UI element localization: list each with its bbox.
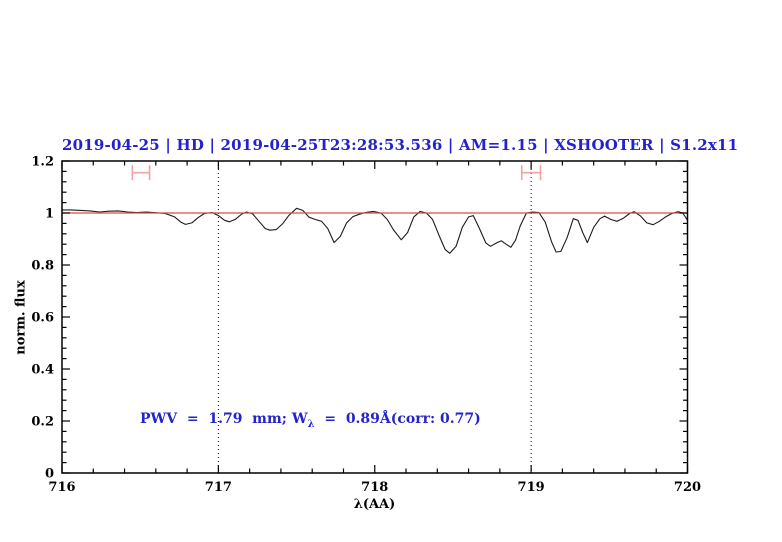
spectrum-line	[61, 207, 689, 254]
y-tick-label-0.8: 0.8	[31, 259, 54, 274]
x-tick-label-717: 717	[205, 480, 232, 495]
y-tick-label-0: 0	[45, 467, 54, 482]
annotation-lambda-subscript: λ	[307, 418, 315, 430]
y-axis-label: norm. flux	[13, 280, 29, 355]
pwv-annotation: PWV = 1.79 mm; Wλ = 0.89Å(corr: 0.77)	[140, 411, 481, 430]
y-tick-label-0.2: 0.2	[31, 415, 54, 430]
y-tick-label-0.4: 0.4	[31, 363, 54, 378]
x-tick-label-716: 716	[48, 480, 75, 495]
y-tick-label-1: 1	[45, 207, 54, 222]
x-tick-label-719: 719	[518, 480, 545, 495]
y-tick-label-0.6: 0.6	[31, 311, 54, 326]
x-tick-label-720: 720	[674, 480, 701, 495]
annotation-text-left: PWV = 1.79 mm; W	[140, 411, 308, 427]
x-tick-label-718: 718	[361, 480, 388, 495]
x-axis-label: λ(AA)	[353, 497, 396, 512]
y-tick-label-1.2: 1.2	[31, 155, 54, 170]
annotation-text-right: = 0.89Å(corr: 0.77)	[314, 411, 481, 427]
